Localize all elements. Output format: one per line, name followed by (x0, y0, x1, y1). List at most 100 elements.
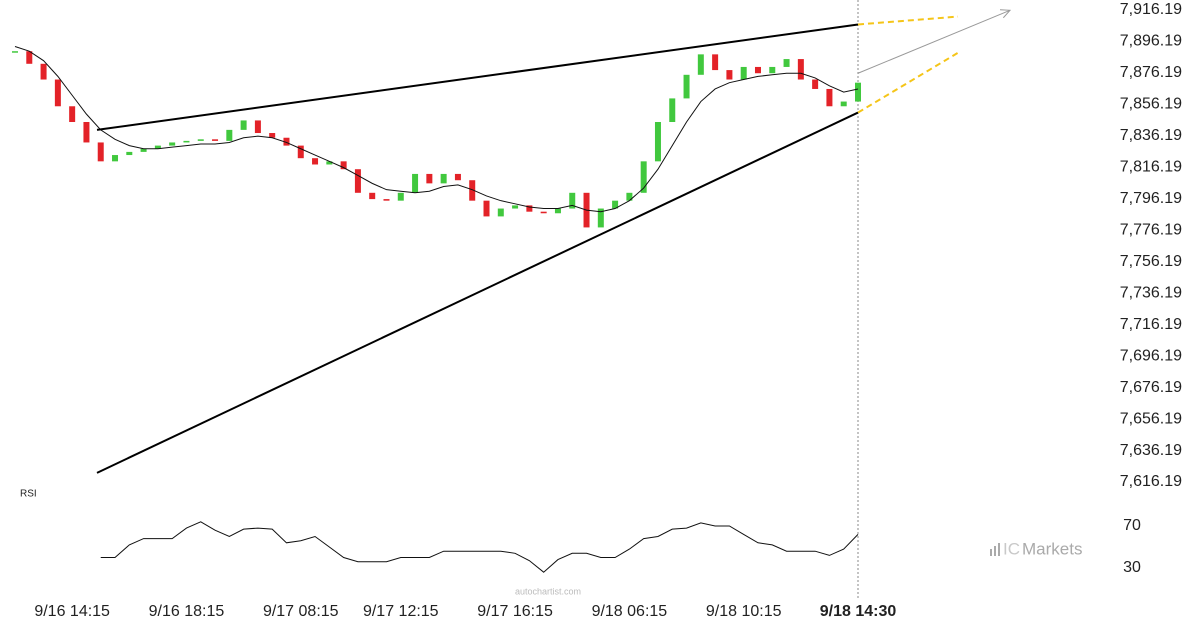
projection-arrow (857, 9, 1011, 74)
candle (297, 145, 304, 159)
candle (526, 205, 533, 212)
candle (826, 88, 833, 107)
wedge-upper (96, 23, 859, 131)
candle (640, 161, 647, 193)
candle (312, 158, 319, 165)
y-tick-label: 7,696.19 (1120, 347, 1182, 364)
candle (840, 101, 847, 107)
y-tick-label: 7,676.19 (1120, 379, 1182, 396)
x-tick-label: 9/18 10:15 (706, 603, 782, 620)
candle (154, 145, 161, 149)
candle (697, 54, 704, 75)
candle (140, 148, 147, 152)
x-tick-label: 9/16 14:15 (34, 603, 110, 620)
y-tick-label: 7,856.19 (1120, 96, 1182, 113)
candle (212, 139, 219, 141)
candle (326, 161, 333, 165)
wedge-lower (96, 111, 859, 474)
candle (654, 122, 661, 162)
rsi-tick-label: 70 (1123, 517, 1141, 534)
candle (740, 66, 747, 80)
candle (754, 66, 761, 74)
watermark: autochartist.com (515, 586, 581, 596)
y-tick-label: 7,736.19 (1120, 284, 1182, 301)
candle (97, 142, 104, 162)
candle (612, 200, 619, 209)
logo-bar (998, 543, 1000, 556)
projection-lower (857, 51, 959, 114)
candle (369, 192, 376, 200)
candle (269, 133, 276, 138)
candle (669, 98, 676, 123)
candle (569, 192, 576, 209)
logo-suffix: Markets (1022, 539, 1082, 558)
candle (540, 211, 547, 214)
candle (354, 169, 361, 193)
candle (797, 59, 804, 80)
candle (426, 173, 433, 184)
y-tick-label: 7,776.19 (1120, 221, 1182, 238)
candle (169, 142, 176, 146)
candle (812, 79, 819, 89)
x-tick-label: 9/18 14:30 (820, 603, 897, 620)
candle (183, 140, 190, 143)
candle (597, 208, 604, 228)
candle (412, 173, 419, 193)
candle (69, 106, 76, 123)
candle (512, 205, 519, 209)
candle (855, 82, 861, 102)
y-tick-label: 7,716.19 (1120, 316, 1182, 333)
candle (240, 120, 247, 130)
y-tick-label: 7,756.19 (1120, 253, 1182, 270)
candle (454, 173, 461, 181)
candle (440, 173, 447, 184)
logo-bar (994, 546, 996, 556)
y-tick-label: 7,816.19 (1120, 159, 1182, 176)
candle (726, 70, 733, 80)
y-tick-label: 7,616.19 (1120, 473, 1182, 490)
candle (683, 74, 690, 99)
x-tick-label: 9/18 06:15 (592, 603, 668, 620)
candle (12, 51, 18, 53)
candle (254, 120, 261, 134)
candle (383, 199, 390, 201)
y-tick-label: 7,916.19 (1120, 1, 1182, 18)
candle (483, 200, 490, 217)
rsi-tick-label: 30 (1123, 559, 1141, 576)
y-tick-label: 7,896.19 (1120, 33, 1182, 50)
x-tick-label: 9/17 08:15 (263, 603, 339, 620)
candle (783, 59, 790, 67)
candle (497, 208, 504, 217)
candle (112, 155, 119, 162)
y-tick-label: 7,876.19 (1120, 64, 1182, 81)
candle (397, 192, 404, 201)
projection-upper (857, 15, 959, 26)
y-tick-label: 7,796.19 (1120, 190, 1182, 207)
logo-prefix: IC (1003, 539, 1020, 558)
candle (554, 208, 561, 214)
candle (26, 51, 33, 64)
y-tick-label: 7,836.19 (1120, 127, 1182, 144)
candle (54, 79, 61, 107)
x-tick-label: 9/17 12:15 (363, 603, 439, 620)
candle (197, 139, 204, 141)
candle (340, 161, 347, 170)
candle (283, 137, 290, 146)
candle (769, 66, 776, 74)
candle (40, 63, 47, 80)
candle (83, 122, 90, 143)
x-tick-label: 9/17 16:15 (477, 603, 553, 620)
x-tick-label: 9/16 18:15 (149, 603, 225, 620)
arrow-head (999, 9, 1012, 19)
logo-bar (990, 549, 992, 556)
rsi-line (100, 521, 859, 573)
rsi-label: RSI (20, 489, 37, 500)
candle (469, 180, 476, 201)
candle (126, 151, 133, 156)
moving-average (14, 46, 859, 213)
y-tick-label: 7,636.19 (1120, 442, 1182, 459)
candle (226, 129, 233, 141)
candle (626, 192, 633, 201)
y-tick-label: 7,656.19 (1120, 410, 1182, 427)
